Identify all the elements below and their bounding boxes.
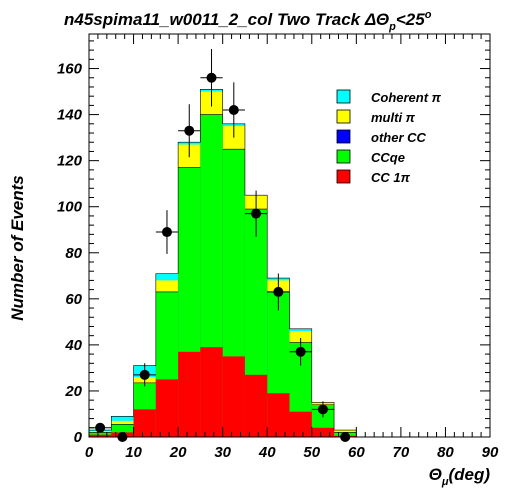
y-tick-label: 40 bbox=[64, 337, 82, 354]
y-axis-title: Number of Events bbox=[8, 175, 27, 320]
legend-label-4: CC 1π bbox=[371, 170, 411, 185]
x-tick-label: 50 bbox=[303, 444, 320, 461]
legend-swatch-3 bbox=[336, 149, 351, 164]
x-tick-label: 60 bbox=[348, 444, 365, 461]
y-axis-ticks: 0 20 40 60 80 100 120 140 160 bbox=[57, 40, 490, 446]
x-tick-label: 10 bbox=[125, 444, 142, 461]
x-tick-label: 40 bbox=[258, 444, 276, 461]
legend-label-3: CCqe bbox=[371, 150, 405, 165]
bar-4-7 bbox=[244, 374, 268, 437]
stacked-bars bbox=[88, 88, 357, 438]
x-axis-title: Θμ(deg) bbox=[429, 465, 491, 488]
data-point-6 bbox=[228, 104, 239, 115]
x-tick-label: 20 bbox=[169, 444, 187, 461]
data-point-4 bbox=[184, 125, 195, 136]
total-outline bbox=[88, 88, 357, 437]
bar-4-8 bbox=[267, 393, 290, 437]
bar-4-3 bbox=[155, 379, 179, 437]
bar-4-2 bbox=[133, 409, 156, 437]
y-tick-label: 20 bbox=[64, 383, 82, 400]
data-point-8 bbox=[273, 286, 284, 297]
x-tick-label: 30 bbox=[214, 444, 231, 461]
legend-swatch-0 bbox=[336, 89, 351, 104]
legend-swatch-4 bbox=[336, 169, 351, 184]
legend-swatch-1 bbox=[336, 109, 351, 124]
y-tick-label: 120 bbox=[57, 153, 83, 170]
x-tick-label: 70 bbox=[393, 444, 410, 461]
y-tick-label: 0 bbox=[74, 429, 83, 446]
plot-frame bbox=[88, 33, 491, 438]
x-tick-label: 80 bbox=[437, 444, 454, 461]
bar-4-6 bbox=[222, 356, 245, 437]
data-point-7 bbox=[251, 208, 262, 219]
data-point-10 bbox=[317, 404, 328, 415]
x-tick-label: 90 bbox=[482, 444, 499, 461]
bar-4-5 bbox=[200, 347, 223, 437]
y-tick-label: 140 bbox=[57, 107, 83, 124]
bar-4-4 bbox=[178, 351, 201, 437]
data-point-5 bbox=[206, 72, 217, 83]
bar-4-9 bbox=[289, 411, 312, 437]
x-tick-label: 0 bbox=[85, 444, 94, 461]
legend-label-2: other CC bbox=[371, 130, 427, 145]
bar-4-10 bbox=[311, 427, 335, 437]
data-point-2 bbox=[139, 369, 150, 380]
legend-swatch-2 bbox=[336, 129, 351, 144]
y-tick-label: 60 bbox=[65, 291, 82, 308]
legend: Coherent π multi π other CC CCqe CC 1π bbox=[336, 89, 442, 185]
x-axis-ticks: 0 10 20 30 40 50 60 70 80 90 bbox=[85, 34, 499, 461]
legend-label-0: Coherent π bbox=[371, 90, 442, 105]
data-point-9 bbox=[295, 346, 306, 357]
data-point-3 bbox=[161, 227, 172, 238]
y-tick-label: 80 bbox=[65, 245, 82, 262]
data-point-0 bbox=[95, 422, 106, 433]
chart-title: n45spima11_w0011_2_col Two Track ΔΘp<25o bbox=[64, 9, 432, 33]
y-tick-label: 160 bbox=[57, 61, 83, 78]
y-tick-label: 100 bbox=[57, 199, 83, 216]
legend-label-1: multi π bbox=[371, 110, 416, 125]
bar-4-0 bbox=[89, 434, 112, 437]
